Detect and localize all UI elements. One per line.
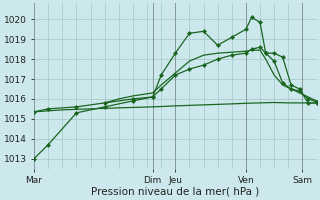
X-axis label: Pression niveau de la mer( hPa ): Pression niveau de la mer( hPa ) <box>91 187 260 197</box>
